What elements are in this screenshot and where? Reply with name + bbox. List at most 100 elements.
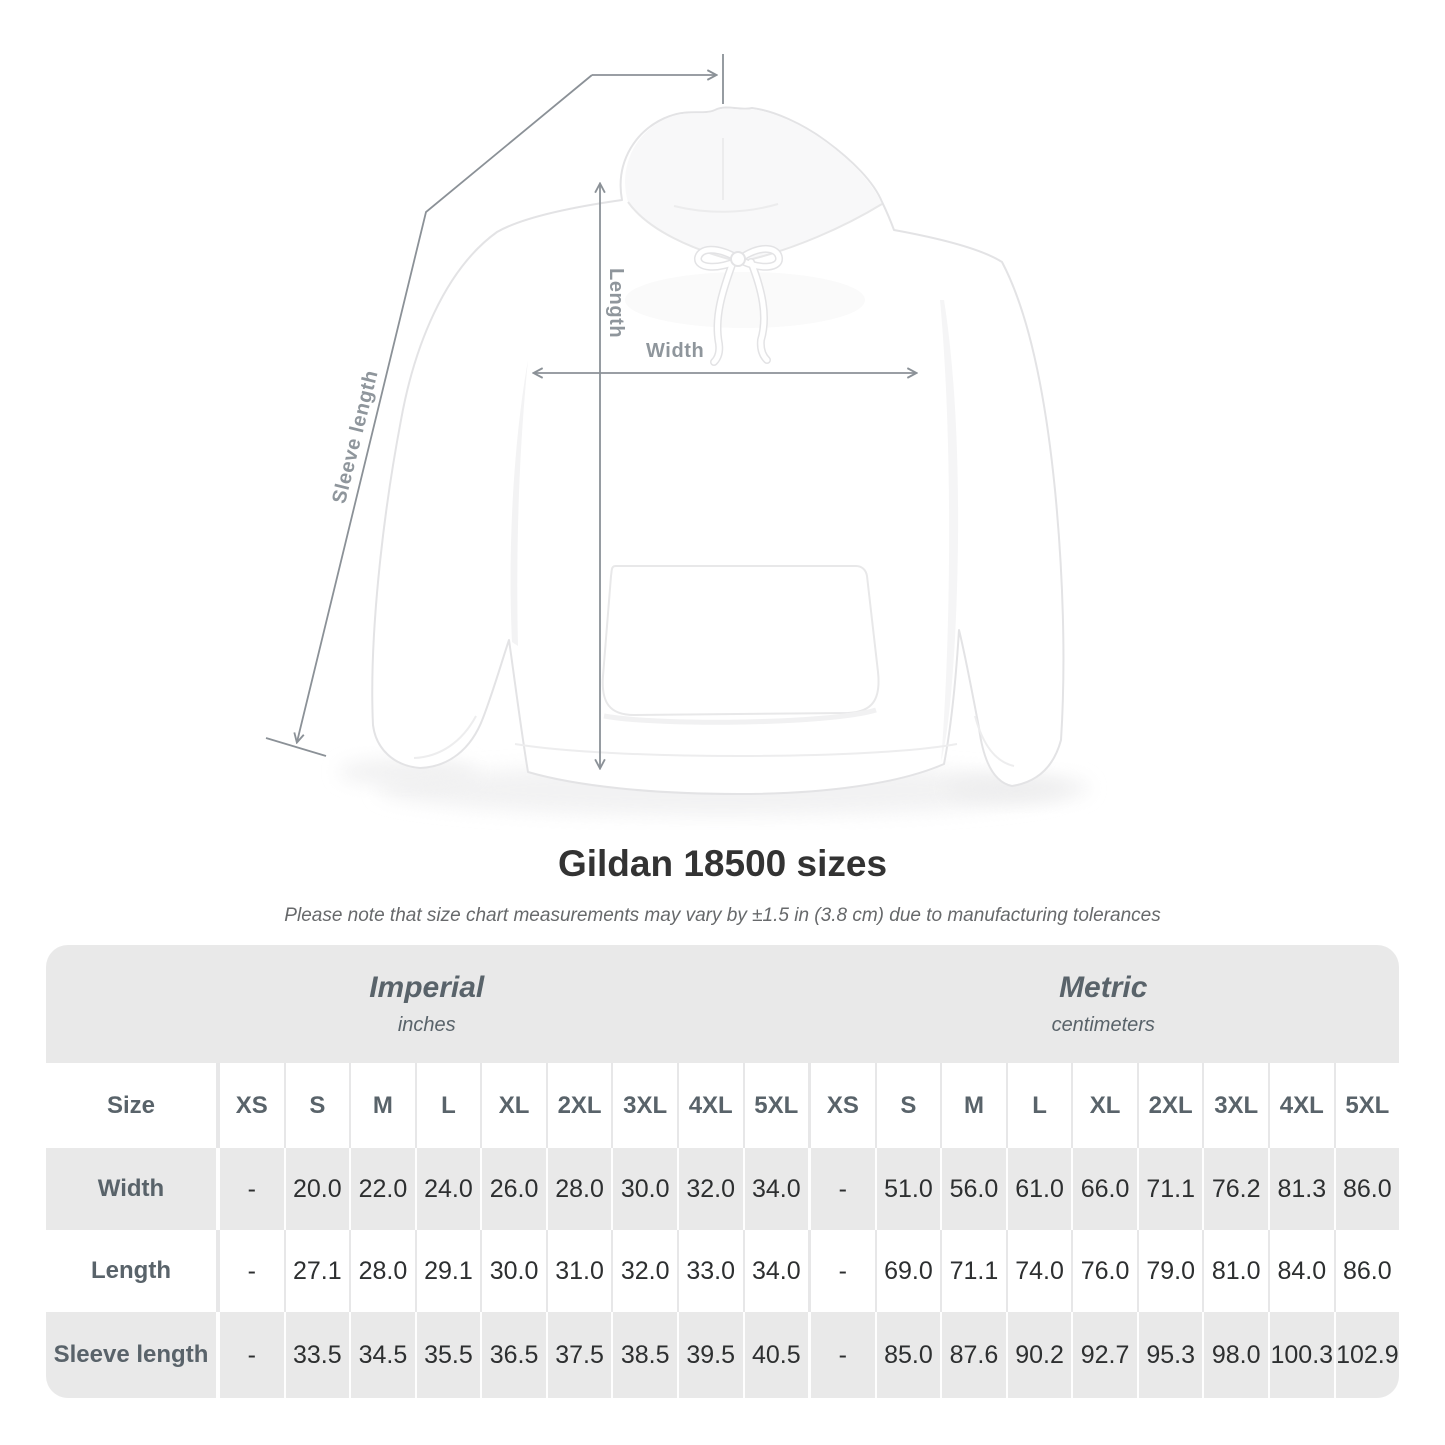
table-cell: 102.9 <box>1333 1312 1399 1398</box>
table-cell: 36.5 <box>480 1312 546 1398</box>
column-header: 4XL <box>676 1063 743 1148</box>
unit-group-sublabel: centimeters <box>1051 1014 1155 1036</box>
unit-group-row: Imperial inches Metric centimeters <box>46 945 1399 1063</box>
table-cell: 28.0 <box>349 1230 415 1312</box>
table-cell: 29.1 <box>414 1230 481 1312</box>
table-cell: 51.0 <box>874 1148 941 1230</box>
table-cell: 87.6 <box>940 1312 1006 1398</box>
column-header: 4XL <box>1268 1063 1334 1148</box>
table-cell: 40.5 <box>742 1312 809 1398</box>
tolerance-note: Please note that size chart measurements… <box>284 905 1161 926</box>
column-header: 2XL <box>1136 1063 1203 1148</box>
table-cell: 100.3 <box>1268 1312 1334 1398</box>
table-cell: 33.5 <box>283 1312 350 1398</box>
table-cell: 74.0 <box>1005 1230 1072 1312</box>
table-cell: 33.0 <box>676 1230 743 1312</box>
table-cell: 20.0 <box>283 1148 350 1230</box>
page-title: Gildan 18500 sizes <box>557 843 888 884</box>
column-header: XL <box>480 1063 546 1148</box>
table-cell: - <box>216 1148 284 1230</box>
column-header: 2XL <box>545 1063 612 1148</box>
column-header: L <box>414 1063 481 1148</box>
table-cell: 81.0 <box>1202 1230 1268 1312</box>
table-cell: 27.1 <box>283 1230 350 1312</box>
table-cell: 66.0 <box>1071 1148 1137 1230</box>
row-header: Length <box>91 1257 171 1284</box>
table-cell: 71.1 <box>940 1230 1006 1312</box>
table-cell: 61.0 <box>1005 1148 1072 1230</box>
hood-interior <box>625 108 882 263</box>
table-cell: 79.0 <box>1136 1230 1203 1312</box>
unit-group-label: Metric <box>1059 971 1148 1004</box>
unit-group-imperial: Imperial inches <box>46 945 808 1063</box>
size-table: Imperial inches Metric centimeters Size … <box>46 945 1399 1398</box>
table-cell: 95.3 <box>1136 1312 1203 1398</box>
table-cell: 98.0 <box>1202 1312 1268 1398</box>
table-cell: - <box>808 1230 875 1312</box>
table-cell: 22.0 <box>349 1148 415 1230</box>
column-header: XS <box>808 1063 875 1148</box>
table-cell: 30.0 <box>611 1148 677 1230</box>
dimension-lines <box>265 54 916 768</box>
table-cell: 34.0 <box>742 1230 809 1312</box>
hoodie-illustration <box>338 106 1090 816</box>
table-cell: 32.0 <box>611 1230 677 1312</box>
size-corner-label: Size <box>106 1091 156 1119</box>
hoodie-measurement-diagram <box>265 54 1090 816</box>
length-dimension-label: Length <box>605 268 627 339</box>
table-cell: 90.2 <box>1005 1312 1072 1398</box>
unit-group-metric: Metric centimeters <box>808 945 1400 1063</box>
table-cell: - <box>808 1148 875 1230</box>
table-cell: - <box>808 1312 875 1398</box>
table-cell: 37.5 <box>545 1312 612 1398</box>
table-row-sleeve-length: Sleeve length - 33.5 34.5 35.5 36.5 37.5… <box>46 1312 1399 1398</box>
table-cell: 69.0 <box>874 1230 941 1312</box>
table-cell: 56.0 <box>940 1148 1006 1230</box>
table-cell: 39.5 <box>676 1312 743 1398</box>
table-cell: 38.5 <box>611 1312 677 1398</box>
table-cell: 76.2 <box>1202 1148 1268 1230</box>
width-dimension-label: Width <box>646 340 705 362</box>
table-cell: 92.7 <box>1071 1312 1137 1398</box>
column-header: 3XL <box>1202 1063 1268 1148</box>
hoodie-body <box>371 106 1065 795</box>
column-header: XL <box>1071 1063 1137 1148</box>
table-cell: 84.0 <box>1268 1230 1334 1312</box>
table-cell: 32.0 <box>676 1148 743 1230</box>
table-cell: 24.0 <box>414 1148 481 1230</box>
table-cell: 31.0 <box>545 1230 612 1312</box>
column-header: L <box>1005 1063 1072 1148</box>
size-header-row: Size XS S M L XL 2XL 3XL 4XL 5XL XS S M … <box>46 1063 1399 1148</box>
column-header: 3XL <box>611 1063 677 1148</box>
table-row-length: Length - 27.1 28.0 29.1 30.0 31.0 32.0 3… <box>46 1230 1399 1312</box>
table-row-width: Width - 20.0 22.0 24.0 26.0 28.0 30.0 32… <box>46 1148 1399 1230</box>
table-cell: - <box>216 1312 284 1398</box>
kangaroo-pocket <box>601 565 880 717</box>
unit-group-sublabel: inches <box>397 1014 456 1036</box>
column-header: S <box>874 1063 941 1148</box>
table-cell: 34.0 <box>742 1148 809 1230</box>
column-header: 5XL <box>742 1063 809 1148</box>
table-cell: 30.0 <box>480 1230 546 1312</box>
table-cell: 76.0 <box>1071 1230 1137 1312</box>
table-cell: - <box>216 1230 284 1312</box>
table-cell: 85.0 <box>874 1312 941 1398</box>
table-cell: 28.0 <box>545 1148 612 1230</box>
table-cell: 71.1 <box>1136 1148 1203 1230</box>
unit-group-label: Imperial <box>369 971 485 1004</box>
table-cell: 34.5 <box>349 1312 415 1398</box>
table-cell: 86.0 <box>1333 1148 1399 1230</box>
row-header: Sleeve length <box>53 1341 209 1368</box>
table-cell: 86.0 <box>1333 1230 1399 1312</box>
sleeve-length-arrow <box>265 74 593 757</box>
column-header: 5XL <box>1333 1063 1399 1148</box>
table-cell: 81.3 <box>1268 1148 1334 1230</box>
column-header: M <box>940 1063 1006 1148</box>
row-header: Width <box>97 1175 165 1202</box>
shoulder-reference-arrow <box>592 54 724 104</box>
column-header: XS <box>216 1063 284 1148</box>
column-header: S <box>283 1063 350 1148</box>
column-header: M <box>349 1063 415 1148</box>
table-cell: 26.0 <box>480 1148 546 1230</box>
